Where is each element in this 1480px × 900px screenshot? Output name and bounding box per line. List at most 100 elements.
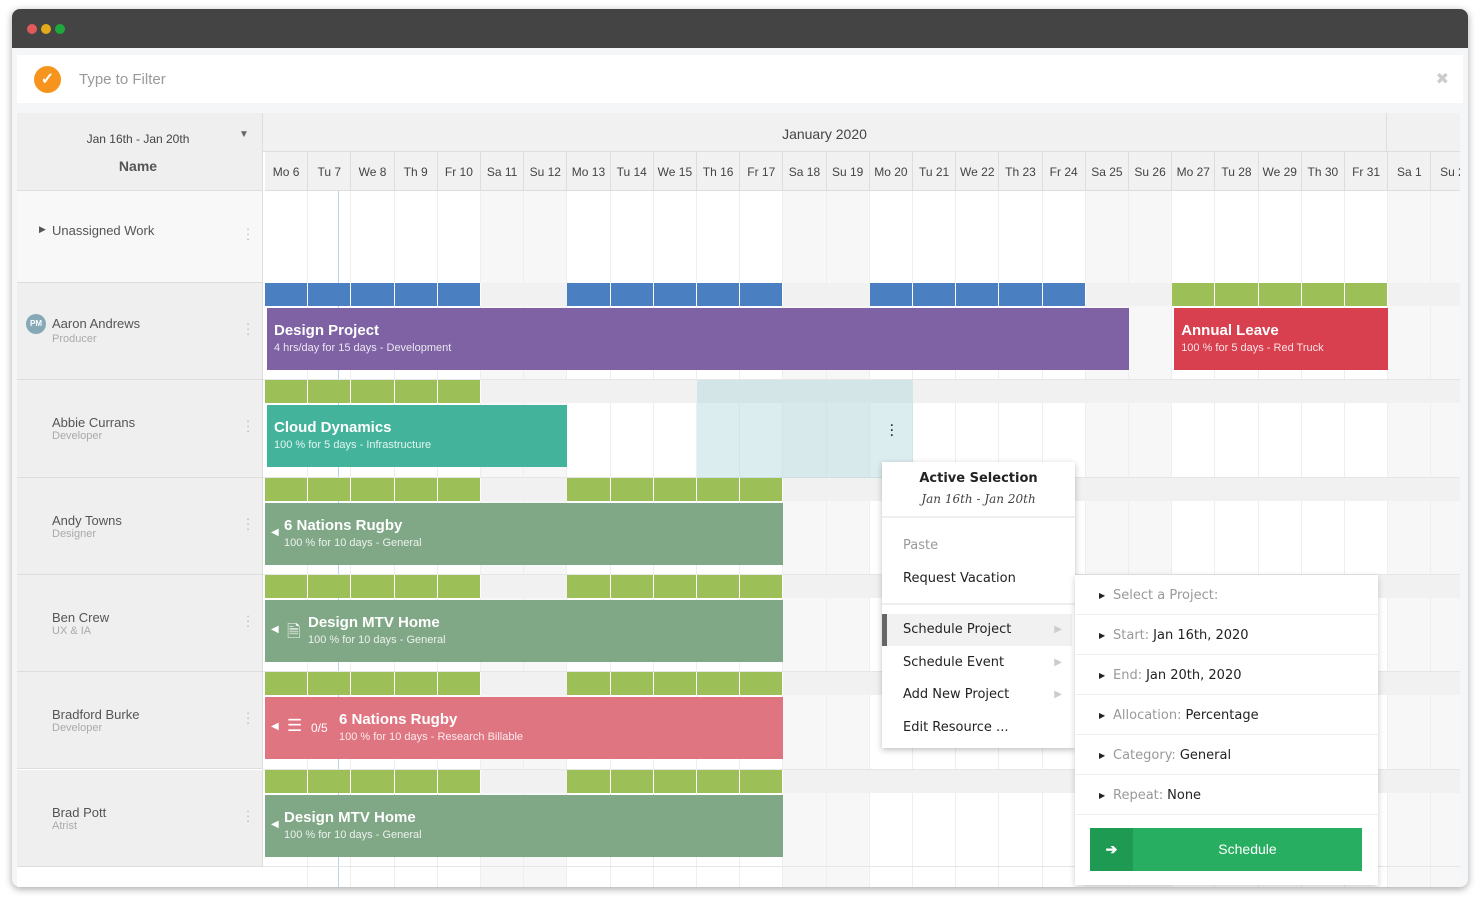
collapse-arrow-icon[interactable]: ◀ bbox=[271, 721, 279, 733]
submenu-field[interactable]: ▶ Allocation: Percentage bbox=[1075, 695, 1378, 735]
resource-name: Abbie Currans bbox=[52, 415, 136, 431]
field-label: Category: bbox=[1113, 748, 1176, 763]
resource-name: Ben Crew bbox=[52, 609, 110, 625]
menu-item-add-new-project[interactable]: Add New Project ▶ bbox=[882, 679, 1072, 711]
row-divider bbox=[263, 379, 1460, 381]
booking-title: Cloud Dynamics bbox=[274, 419, 392, 437]
booking-details: 4 hrs/day for 15 days - Development bbox=[274, 342, 452, 354]
day-header: We 8 bbox=[351, 152, 395, 191]
utilization-cell bbox=[610, 283, 654, 306]
close-icon[interactable]: ✖ bbox=[1435, 71, 1449, 88]
menu-item-paste[interactable]: Paste bbox=[903, 538, 939, 553]
utilization-cell bbox=[308, 672, 352, 696]
booking-bar[interactable]: Design Project 4 hrs/day for 15 days - De… bbox=[267, 308, 1129, 370]
submenu-field[interactable]: ▶ Select a Project: bbox=[1075, 575, 1378, 615]
more-options-icon[interactable]: ... bbox=[246, 800, 250, 825]
field-value: Jan 20th, 2020 bbox=[1146, 668, 1242, 683]
menu-item-schedule-event[interactable]: Schedule Event ▶ bbox=[882, 647, 1072, 679]
close-window-button[interactable] bbox=[27, 24, 37, 34]
unassigned-work-row[interactable]: ▶ Unassigned Work ... bbox=[17, 191, 263, 283]
name-header[interactable]: Name bbox=[118, 158, 158, 174]
submenu-field[interactable]: ▶ End: Jan 20th, 2020 bbox=[1075, 655, 1378, 695]
resource-role: UX & IA bbox=[52, 624, 92, 637]
resource-row[interactable]: Brad Pott Atrist... bbox=[17, 769, 263, 867]
menu-item-request-vacation[interactable]: Request Vacation bbox=[903, 571, 1016, 586]
day-column[interactable] bbox=[1043, 191, 1086, 887]
more-options-icon[interactable]: ... bbox=[246, 314, 250, 338]
day-column[interactable] bbox=[1215, 191, 1259, 887]
utilization-cell bbox=[394, 283, 438, 306]
day-column[interactable] bbox=[1345, 191, 1389, 887]
utilization-cell bbox=[567, 477, 611, 501]
utilization-cell bbox=[740, 574, 784, 598]
submenu-field[interactable]: ▶ Start: Jan 16th, 2020 bbox=[1075, 615, 1378, 655]
schedule-grid: Jan 16th - Jan 20th ▼ Name January 2020 … bbox=[17, 113, 1460, 887]
resource-name: Aaron Andrews bbox=[52, 316, 141, 331]
chevron-down-circle-icon[interactable]: ✓ bbox=[34, 66, 61, 93]
row-divider bbox=[263, 768, 1460, 770]
booking-bar[interactable]: ◀ Design MTV Home 100 % for 10 days - Gene… bbox=[265, 794, 784, 857]
booking-details: 100 % for 5 days - Red Truck bbox=[1181, 342, 1324, 354]
field-value: None bbox=[1167, 788, 1202, 803]
expand-triangle-icon: ▶ bbox=[1099, 791, 1106, 800]
utilization-cell bbox=[308, 380, 352, 404]
submenu-field[interactable]: ▶ Category: General bbox=[1075, 735, 1378, 775]
day-column[interactable] bbox=[1259, 191, 1302, 887]
utilization-cell bbox=[1258, 283, 1302, 306]
maximize-window-button[interactable] bbox=[55, 24, 65, 34]
booking-bar[interactable]: ◀ ☰ 0/5 6 Nations Rugby 100 % for 10 days - … bbox=[265, 697, 784, 760]
utilization-cell bbox=[308, 477, 352, 501]
utilization-cell bbox=[999, 283, 1043, 306]
booking-details: 100 % for 5 days - Infrastructure bbox=[274, 439, 432, 452]
day-header: Mo 20 bbox=[869, 152, 913, 191]
day-header: Mo 13 bbox=[567, 152, 611, 191]
booking-bar[interactable]: ◀ 6 Nations Rugby 100 % for 10 days - Gene… bbox=[265, 502, 784, 565]
menu-title: Active Selection bbox=[919, 471, 1038, 486]
resource-row[interactable]: Andy Towns Designer... bbox=[17, 477, 263, 575]
booking-details: 100 % for 10 days - General bbox=[308, 633, 446, 646]
booking-details: 100 % for 10 days - General bbox=[284, 828, 422, 841]
resource-row[interactable]: Abbie Currans Developer... bbox=[17, 380, 263, 478]
schedule-button[interactable]: ➔ Schedule bbox=[1090, 828, 1362, 871]
menu-item-schedule-project[interactable]: Schedule Project ▶ bbox=[882, 614, 1072, 646]
more-options-icon[interactable]: ... bbox=[246, 605, 250, 630]
booking-bar[interactable]: Cloud Dynamics 100 % for 5 days - Infrast… bbox=[267, 405, 568, 468]
utilization-cell bbox=[697, 477, 741, 501]
field-label: Allocation: bbox=[1113, 708, 1182, 723]
name-column-header: Jan 16th - Jan 20th ▼ Name bbox=[17, 113, 263, 191]
minimize-window-button[interactable] bbox=[41, 24, 51, 34]
selection-options-icon[interactable]: ... bbox=[890, 415, 894, 440]
day-header: Mo 27 bbox=[1172, 152, 1216, 191]
collapse-arrow-icon[interactable]: ◀ bbox=[271, 818, 279, 830]
utilization-cell bbox=[437, 769, 481, 793]
more-options-icon[interactable]: ... bbox=[246, 411, 250, 436]
utilization-cell bbox=[437, 380, 481, 404]
collapse-arrow-icon[interactable]: ◀ bbox=[271, 526, 279, 538]
filter-input[interactable] bbox=[79, 65, 1379, 93]
collapse-arrow-icon[interactable]: ◀ bbox=[271, 623, 279, 635]
more-options-icon[interactable]: ... bbox=[246, 703, 250, 728]
resource-row[interactable]: Ben Crew UX & IA... bbox=[17, 574, 263, 673]
menu-item-label: Add New Project bbox=[903, 687, 1010, 702]
avatar: PM bbox=[26, 314, 46, 334]
day-column[interactable] bbox=[1172, 191, 1216, 887]
resource-row[interactable]: PM Aaron Andrews Producer... bbox=[17, 283, 263, 381]
active-selection[interactable] bbox=[697, 380, 913, 478]
more-options-icon[interactable]: ... bbox=[246, 508, 250, 533]
resource-row[interactable]: Bradford Burke Developer... bbox=[17, 672, 263, 770]
filter-bar: ✓ ✖ bbox=[17, 55, 1463, 103]
expand-triangle-icon[interactable]: ▶ bbox=[39, 224, 46, 234]
day-header: Fr 10 bbox=[437, 152, 481, 191]
day-column[interactable] bbox=[1302, 191, 1345, 887]
day-header: Fr 31 bbox=[1345, 152, 1389, 191]
utilization-cell bbox=[1215, 283, 1259, 306]
submenu-field[interactable]: ▶ Repeat: None bbox=[1075, 775, 1378, 815]
booking-bar[interactable]: ◀ 🗎 Design MTV Home 100 % for 10 days - Gen… bbox=[265, 599, 784, 662]
booking-title: Design Project bbox=[274, 322, 380, 339]
booking-bar[interactable]: Annual Leave 100 % for 5 days - Red Truck bbox=[1174, 308, 1389, 370]
caret-down-icon[interactable]: ▼ bbox=[239, 129, 249, 140]
date-range-selector[interactable]: Jan 16th - Jan 20th bbox=[86, 132, 190, 146]
more-options-icon[interactable]: ... bbox=[246, 219, 250, 243]
resource-role: Atrist bbox=[52, 819, 78, 832]
menu-item-edit-resource[interactable]: Edit Resource ... bbox=[903, 720, 1009, 735]
